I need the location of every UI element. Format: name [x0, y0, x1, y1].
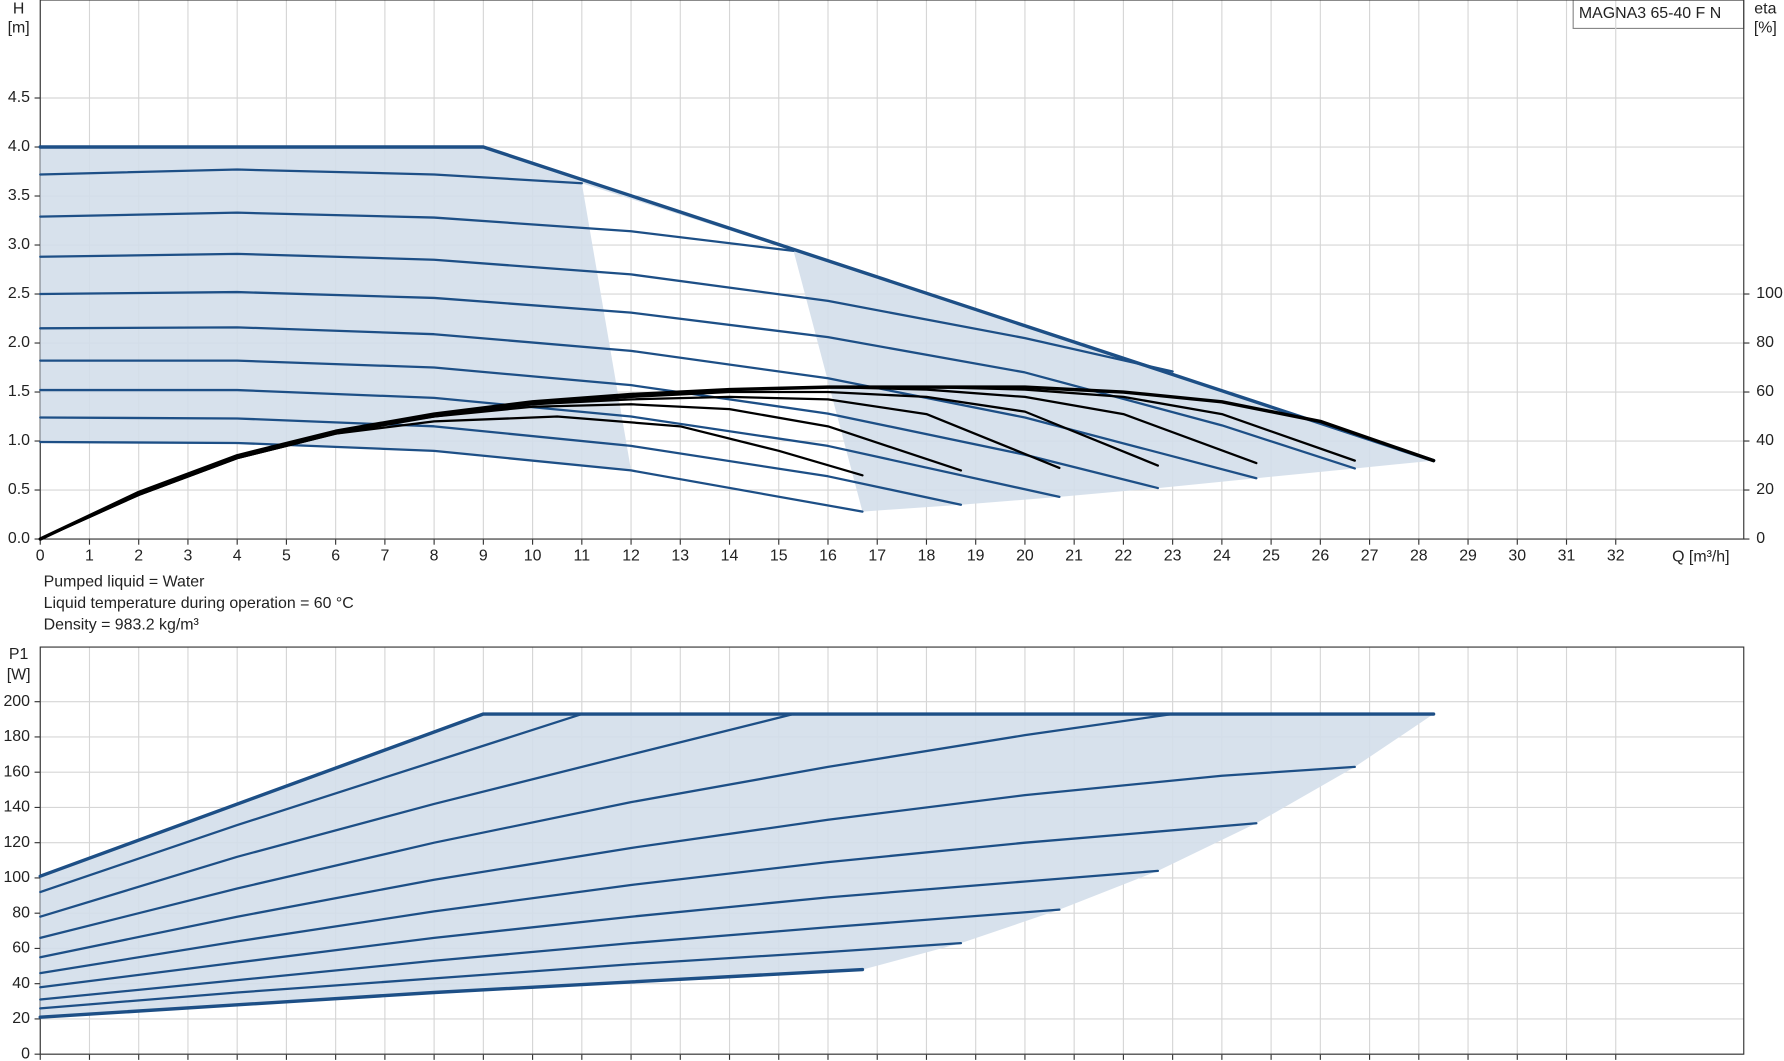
y2-tick-label: 80: [1756, 334, 1774, 351]
annotation: Pumped liquid = Water: [44, 573, 205, 590]
x-tick-label: 14: [721, 547, 739, 564]
y-tick-label: 1.0: [8, 432, 30, 449]
x-tick-label: 20: [1016, 547, 1034, 564]
y-tick-label: 4.5: [8, 89, 30, 106]
operating-area: [40, 714, 1434, 1018]
x-tick-label: 17: [868, 547, 886, 564]
y2-axis-unit: [%]: [1754, 20, 1777, 37]
y-axis-label: H: [13, 0, 24, 17]
x-tick-label: 8: [430, 547, 439, 564]
y-tick-label: 3.0: [8, 236, 30, 253]
curve: [39, 712, 1174, 939]
y2-tick-label: 20: [1756, 481, 1774, 498]
curve: [38, 967, 865, 1019]
x-tick-label: 12: [622, 547, 640, 564]
y2-tick-label: 100: [1756, 285, 1783, 302]
curve: [39, 822, 1258, 975]
curve: [38, 712, 1436, 878]
curve: [39, 869, 1160, 989]
y-tick-label: 200: [3, 693, 30, 710]
y2-tick-label: 60: [1756, 383, 1774, 400]
x-tick-label: 7: [380, 547, 389, 564]
y2-tick-label: 40: [1756, 432, 1774, 449]
curve: [39, 211, 795, 253]
x-tick-label: 4: [233, 547, 242, 564]
curve: [39, 908, 1061, 1001]
x-tick-label: 11: [574, 547, 591, 564]
efficiency-curve: [38, 385, 1436, 541]
x-tick-label: 23: [1164, 547, 1182, 564]
curve: [39, 712, 583, 894]
chart-title: MAGNA3 65-40 F N: [1579, 5, 1721, 22]
x-tick-label: 18: [918, 547, 936, 564]
y-tick-label: 3.5: [8, 187, 30, 204]
x-tick-label: 24: [1213, 547, 1231, 564]
efficiency-curve: [39, 403, 963, 541]
x-tick-label: 21: [1065, 547, 1083, 564]
x-tick-label: 15: [770, 547, 788, 564]
curve: [39, 168, 583, 185]
curve: [39, 440, 864, 513]
curve: [39, 765, 1356, 959]
x-tick-label: 3: [184, 547, 193, 564]
y-tick-label: 2.0: [8, 334, 30, 351]
plot-frame: [39, 646, 1745, 1055]
curve: [39, 326, 1258, 480]
y2-tick-label: 0: [1756, 530, 1765, 547]
y-tick-label: 180: [3, 728, 30, 745]
x-tick-label: 31: [1558, 547, 1576, 564]
x-tick-label: 30: [1508, 547, 1526, 564]
y-tick-label: 1.5: [8, 383, 30, 400]
x-tick-label: 32: [1607, 547, 1625, 564]
curve: [39, 712, 795, 918]
y-tick-label: 0.0: [8, 530, 30, 547]
x-tick-label: 19: [967, 547, 985, 564]
x-tick-label: 9: [479, 547, 488, 564]
x-tick-label: 2: [134, 547, 143, 564]
annotation: Liquid temperature during operation = 60…: [44, 595, 354, 612]
curve: [38, 145, 1436, 463]
y-tick-label: 100: [3, 869, 30, 886]
x-tick-label: 5: [282, 547, 291, 564]
x-tick-label: 29: [1459, 547, 1477, 564]
x-tick-label: 16: [819, 547, 837, 564]
x-tick-label: 28: [1410, 547, 1428, 564]
x-tick-label: 25: [1262, 547, 1280, 564]
y-tick-label: 0.5: [8, 481, 30, 498]
x-tick-label: 27: [1361, 547, 1379, 564]
y-axis-unit: [m]: [8, 20, 30, 37]
operating-area: [40, 147, 1434, 512]
curve: [39, 290, 1356, 470]
y-tick-label: 20: [12, 1010, 30, 1027]
y-tick-label: 140: [3, 799, 30, 816]
curve: [39, 252, 1174, 373]
y-tick-label: 2.5: [8, 285, 30, 302]
y-tick-label: 160: [3, 763, 30, 780]
annotation: Density = 983.2 kg/m³: [44, 617, 199, 634]
y-tick-label: 60: [12, 940, 30, 957]
title-box: [1572, 0, 1745, 29]
y-axis-unit: [W]: [7, 667, 31, 684]
x-tick-label: 6: [331, 547, 340, 564]
x-tick-label: 1: [85, 547, 94, 564]
y-tick-label: 4.0: [8, 138, 30, 155]
curve: [39, 416, 963, 506]
y-tick-label: 0: [21, 1045, 30, 1061]
curve: [39, 942, 963, 1010]
y2-axis-label: eta: [1754, 0, 1776, 17]
y-axis-label: P1: [9, 646, 29, 663]
x-tick-label: 26: [1311, 547, 1329, 564]
x-tick-label: 10: [524, 547, 542, 564]
y-tick-label: 80: [12, 904, 30, 921]
x-tick-label: 22: [1115, 547, 1133, 564]
x-tick-label: 13: [671, 547, 689, 564]
y-tick-label: 120: [3, 834, 30, 851]
y-tick-label: 40: [12, 975, 30, 992]
x-tick-label: 0: [36, 547, 45, 564]
x-axis-label: Q [m³/h]: [1672, 548, 1729, 565]
